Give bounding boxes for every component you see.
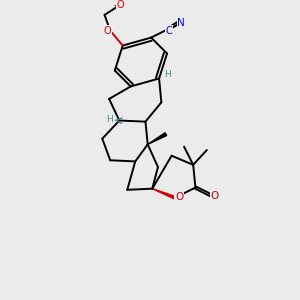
Text: O: O (117, 0, 124, 10)
Text: C: C (166, 26, 172, 36)
Text: H: H (106, 115, 112, 124)
Polygon shape (152, 189, 176, 199)
Text: N: N (177, 18, 185, 28)
Text: O: O (211, 191, 219, 201)
Text: O: O (175, 192, 183, 202)
Polygon shape (148, 133, 167, 144)
Text: O: O (104, 26, 111, 36)
Text: H: H (164, 70, 170, 79)
